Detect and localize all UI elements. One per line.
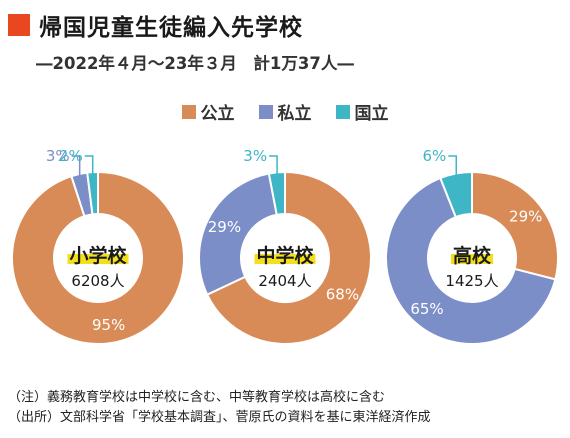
pct-label-private: 29% (208, 218, 241, 236)
chart-title: 帰国児童生徒編入先学校 (39, 15, 303, 41)
slice-national (439, 170, 473, 219)
leader-line-national (448, 155, 458, 176)
center-label-count: 1425人 (445, 272, 498, 290)
title-marker (8, 14, 30, 36)
legend-label-private: 私立 (277, 104, 312, 124)
pct-label-private: 3% (46, 147, 70, 165)
legend: 公立 私立 国立 (0, 99, 570, 124)
title-row: 帰国児童生徒編入先学校 (8, 10, 303, 41)
legend-swatch-national (335, 104, 350, 119)
slice-national (267, 170, 286, 216)
center-label-highlight (451, 254, 493, 264)
center-label-count: 2404人 (258, 272, 311, 290)
pct-label-national: 6% (422, 147, 446, 165)
note-line: （注）義務教育学校は中学校に含む、中等教育学校は高校に含む (8, 390, 386, 405)
pct-label-national: 3% (243, 147, 267, 165)
legend-label-public: 公立 (200, 104, 235, 124)
legend-label-national: 国立 (354, 104, 389, 124)
center-label-school: 高校 (453, 244, 492, 267)
center-label-school: 中学校 (256, 244, 314, 267)
slice-national (86, 170, 99, 216)
legend-item-national: 国立 (335, 99, 389, 124)
center-label-highlight (254, 254, 316, 264)
leader-line-national (84, 155, 94, 175)
slice-public (471, 170, 559, 281)
chart-subtitle: ―2022年４月〜23年３月 計1万37人― (36, 54, 354, 73)
pct-label-national: 2% (59, 147, 83, 165)
slice-public (11, 170, 185, 345)
pct-label-public: 95% (92, 316, 125, 334)
legend-item-public: 公立 (181, 99, 235, 124)
slice-public (205, 170, 372, 345)
center-label-count: 6208人 (71, 272, 124, 290)
note-line: （出所）文部科学省「学校基本調査」、菅原氏の資料を基に東洋経済作成 (8, 410, 431, 425)
legend-swatch-public (181, 104, 196, 119)
center-label-highlight (67, 254, 129, 264)
pct-label-public: 29% (509, 207, 542, 225)
footnotes: （注）義務教育学校は中学校に含む、中等教育学校は高校に含む （出所）文部科学省「… (8, 388, 431, 428)
center-label-school: 小学校 (69, 244, 127, 267)
leader-line-private (71, 155, 81, 177)
slice-private (198, 172, 278, 296)
pct-label-public: 68% (326, 285, 359, 303)
legend-swatch-private (258, 104, 273, 119)
leader-line-national (269, 155, 278, 175)
legend-item-private: 私立 (258, 99, 312, 124)
pct-label-private: 65% (410, 300, 443, 318)
slice-private (385, 176, 557, 345)
